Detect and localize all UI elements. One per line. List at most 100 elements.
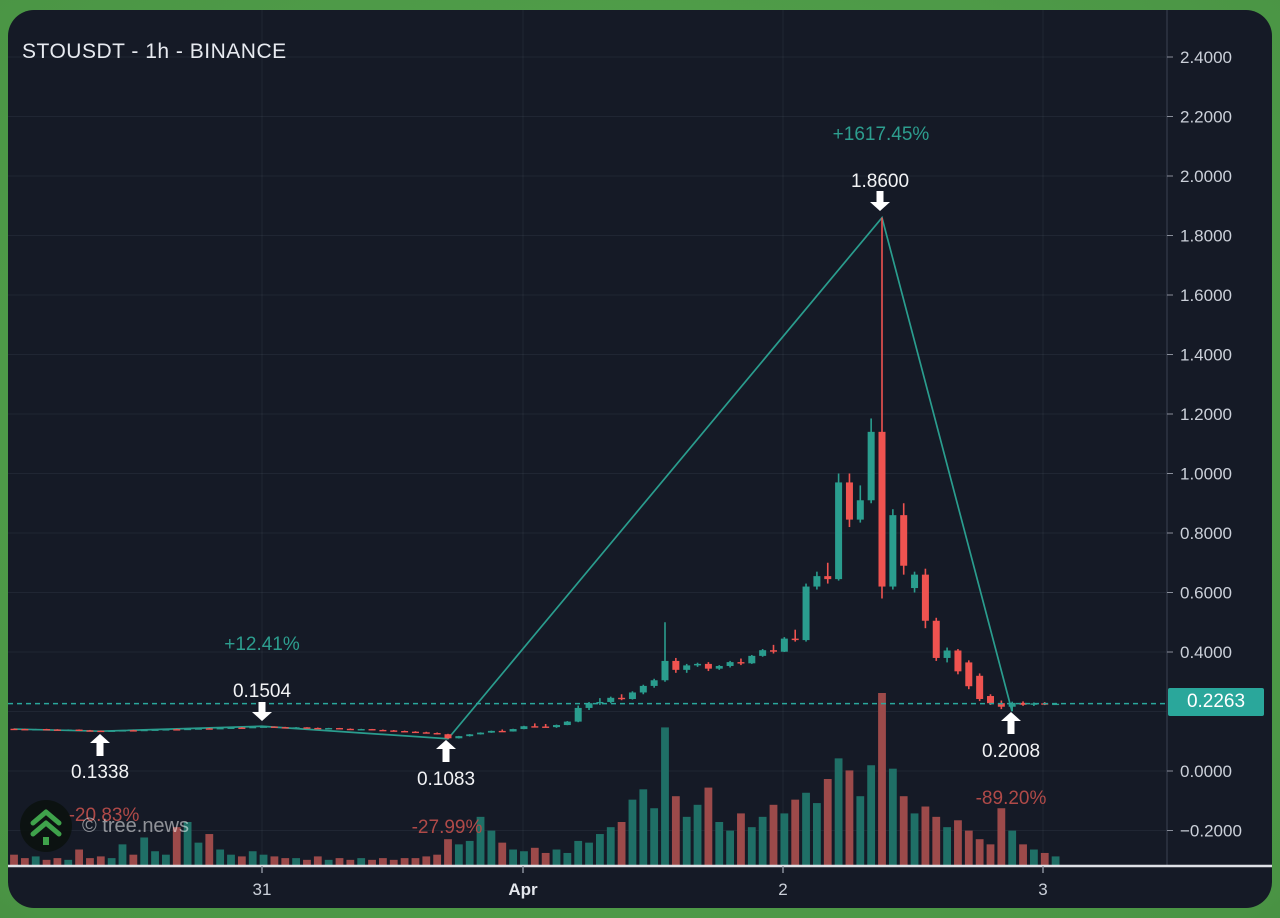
volume-bar[interactable]	[10, 854, 18, 865]
volume-bar[interactable]	[400, 858, 409, 865]
volume-bar[interactable]	[292, 858, 300, 865]
candle-body[interactable]	[466, 734, 474, 737]
volume-bar[interactable]	[585, 842, 593, 865]
volume-bar[interactable]	[96, 856, 105, 865]
volume-bar[interactable]	[747, 827, 756, 865]
volume-bar[interactable]	[107, 858, 116, 865]
volume-bar[interactable]	[520, 851, 528, 865]
volume-bar[interactable]	[704, 787, 713, 865]
volume-bar[interactable]	[313, 856, 322, 865]
volume-bar[interactable]	[845, 770, 854, 865]
candle-body[interactable]	[856, 500, 864, 520]
candle-body[interactable]	[292, 727, 300, 729]
candle-body[interactable]	[270, 726, 278, 728]
volume-bar[interactable]	[216, 849, 225, 865]
candle-body[interactable]	[542, 726, 550, 728]
candle-body[interactable]	[205, 728, 213, 730]
volume-bar[interactable]	[183, 822, 192, 865]
candle-body[interactable]	[574, 707, 582, 722]
volume-bar[interactable]	[303, 859, 311, 865]
candle-body[interactable]	[108, 730, 116, 732]
volume-bar[interactable]	[379, 858, 387, 865]
volume-bar[interactable]	[661, 727, 669, 865]
volume-bar[interactable]	[259, 854, 268, 865]
volume-bar[interactable]	[118, 844, 127, 865]
volume-bar[interactable]	[617, 822, 626, 865]
volume-bar[interactable]	[737, 813, 745, 865]
volume-bar[interactable]	[823, 779, 832, 865]
volume-bar[interactable]	[574, 840, 583, 865]
candle-body[interactable]	[683, 665, 691, 670]
candle-body[interactable]	[867, 431, 875, 501]
candle-body[interactable]	[390, 730, 398, 732]
candle-body[interactable]	[401, 731, 409, 733]
candle-body[interactable]	[770, 650, 777, 652]
volume-bar[interactable]	[422, 856, 431, 865]
volume-bar[interactable]	[606, 827, 615, 865]
candle-body[interactable]	[748, 655, 756, 664]
candle-body[interactable]	[704, 663, 712, 669]
candle-body[interactable]	[726, 662, 734, 666]
candle-body[interactable]	[531, 726, 539, 728]
volume-bar[interactable]	[802, 792, 810, 865]
volume-bar[interactable]	[932, 816, 941, 865]
volume-bar[interactable]	[639, 789, 648, 865]
candle-body[interactable]	[140, 729, 148, 732]
candle-body[interactable]	[346, 728, 354, 731]
volume-bar[interactable]	[769, 804, 778, 865]
candle-body[interactable]	[444, 734, 452, 739]
candle-body[interactable]	[639, 685, 647, 693]
volume-bar[interactable]	[671, 796, 680, 865]
candle-body[interactable]	[509, 729, 517, 732]
candle-body[interactable]	[921, 574, 929, 621]
volume-bar[interactable]	[921, 806, 930, 865]
volume-bar[interactable]	[975, 839, 984, 865]
candle-body[interactable]	[715, 665, 723, 669]
volume-bar[interactable]	[997, 808, 1006, 865]
volume-bar[interactable]	[943, 827, 951, 865]
candle-body[interactable]	[835, 482, 843, 580]
candle-body[interactable]	[672, 660, 680, 670]
candle-body[interactable]	[53, 729, 61, 731]
candle-body[interactable]	[357, 729, 365, 731]
candle-body[interactable]	[737, 662, 745, 664]
candle-body[interactable]	[1008, 702, 1016, 707]
candle-body[interactable]	[900, 515, 908, 566]
candle-body[interactable]	[411, 731, 419, 734]
candle-body[interactable]	[216, 727, 224, 730]
candle-body[interactable]	[43, 729, 51, 731]
volume-bar[interactable]	[64, 859, 73, 865]
candle-body[interactable]	[10, 728, 18, 731]
volume-bar[interactable]	[335, 858, 344, 865]
candle-body[interactable]	[1030, 703, 1038, 705]
volume-bar[interactable]	[237, 856, 246, 865]
volume-bar[interactable]	[487, 830, 496, 865]
volume-bar[interactable]	[444, 839, 452, 865]
volume-bar[interactable]	[140, 837, 149, 865]
volume-bar[interactable]	[899, 796, 908, 865]
candle-body[interactable]	[845, 482, 853, 520]
volume-bar[interactable]	[1008, 830, 1017, 865]
candle-body[interactable]	[303, 727, 311, 729]
volume-bar[interactable]	[888, 768, 897, 865]
candle-body[interactable]	[433, 733, 441, 735]
candle-body[interactable]	[607, 697, 615, 702]
volume-bar[interactable]	[726, 830, 734, 865]
volume-bar[interactable]	[1040, 852, 1049, 865]
volume-bar[interactable]	[856, 796, 865, 865]
candle-body[interactable]	[618, 697, 626, 700]
candle-body[interactable]	[455, 736, 463, 739]
candle-body[interactable]	[813, 576, 821, 587]
volume-bar[interactable]	[813, 803, 821, 865]
volume-bar[interactable]	[42, 859, 51, 865]
candle-body[interactable]	[129, 730, 137, 732]
volume-bar[interactable]	[86, 858, 94, 865]
volume-bar[interactable]	[986, 844, 995, 865]
volume-bar[interactable]	[129, 854, 138, 865]
volume-bar[interactable]	[628, 799, 637, 865]
candle-body[interactable]	[281, 727, 289, 729]
candle-body[interactable]	[21, 728, 29, 731]
candle-body[interactable]	[32, 729, 40, 731]
candle-body[interactable]	[422, 732, 430, 734]
candle-body[interactable]	[194, 728, 202, 730]
